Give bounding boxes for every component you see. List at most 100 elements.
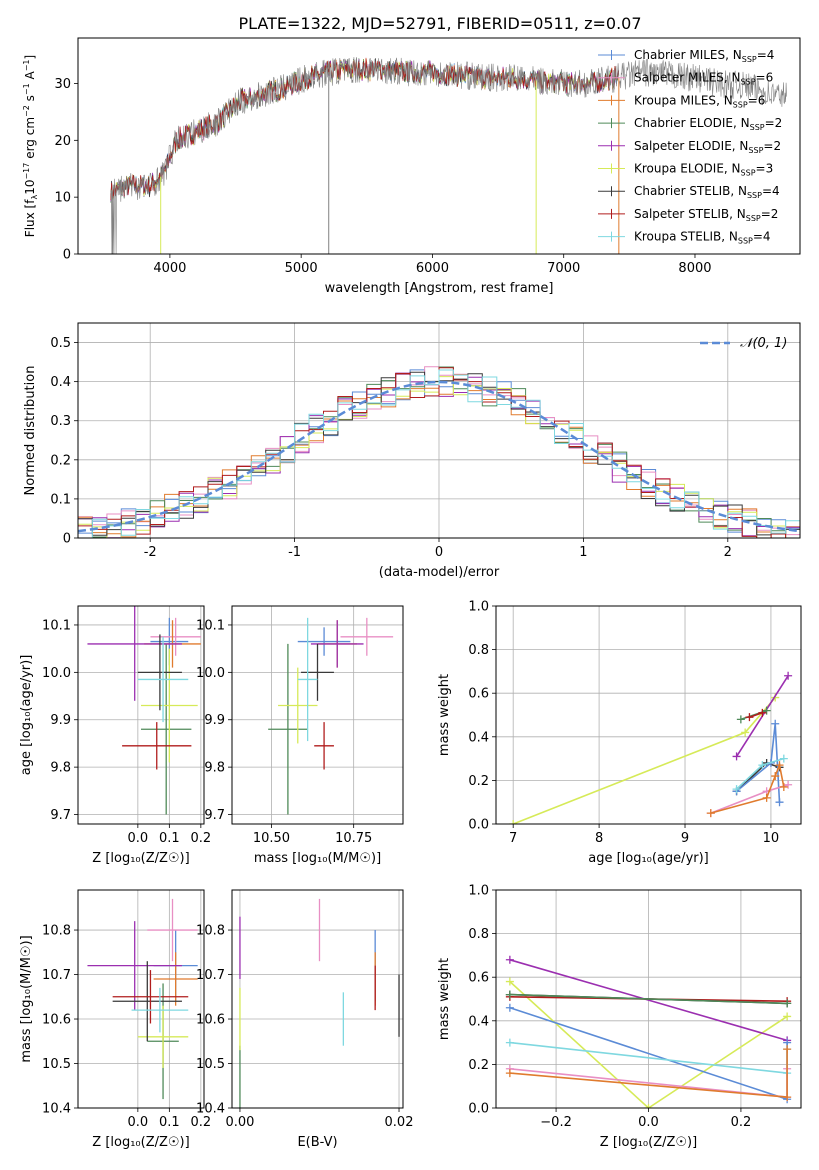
y-tick-label: 10.5	[196, 1057, 225, 1072]
series-marker-kroupa_miles	[783, 1045, 792, 1054]
series-marker-kroupa_elodie	[741, 728, 750, 737]
legend-gaussian-label: 𝒩(0, 1)	[740, 336, 787, 351]
x-tick-label: 0.0	[128, 1115, 149, 1130]
series-marker-salpeter_stelib	[758, 708, 767, 717]
data-spectrum	[110, 57, 787, 254]
series-marker-chabrier_miles	[771, 719, 780, 728]
panel-mass_vs_ebv: 0.00 0.02 10.4 10.5 10.6 10.7 10.8 E(B-V)	[196, 889, 414, 1150]
legend-label: Salpeter ELODIE, NSSP=2	[634, 139, 781, 155]
x-axis-label: Z [log₁₀(Z/Z☉)]	[600, 1135, 697, 1150]
y-tick-label: 10.7	[42, 968, 71, 983]
x-tick-label: 5000	[285, 261, 318, 276]
series-marker-chabrier_elodie	[736, 715, 745, 724]
series-marker-kroupa_stelib	[758, 761, 767, 770]
y-tick-label: 0.6	[468, 971, 489, 986]
x-tick-label: 9	[681, 831, 689, 846]
x-axis-label: age [log₁₀(age/yr)]	[588, 851, 709, 866]
series-marker-salpeter_elodie	[505, 955, 514, 964]
y-tick-label: 10.4	[196, 1102, 225, 1117]
y-tick-label: 0.4	[50, 375, 71, 390]
x-tick-label: 7	[509, 831, 517, 846]
y-tick-label: 0.4	[468, 730, 489, 745]
x-axis-label: wavelength [Angstrom, rest frame]	[325, 281, 554, 296]
series-marker-kroupa_miles	[779, 782, 788, 791]
panel-mass_vs_Z: 0.0 0.1 0.2 10.4 10.5 10.6 10.7 10.8 Z [log₁₀(Z/…	[19, 889, 212, 1150]
plot-area	[239, 898, 400, 1108]
y-tick-label: 9.7	[50, 808, 71, 823]
y-tick-label: 0.2	[50, 453, 71, 468]
series-line-salpeter_elodie	[509, 959, 788, 1042]
gaussian-curve	[78, 380, 800, 533]
y-tick-label: 10.7	[196, 968, 225, 983]
plot-area	[268, 617, 394, 815]
y-axis-label: mass weight	[437, 958, 452, 1040]
y-tick-label: 0.5	[50, 336, 71, 351]
series-line-salpeter_miles	[710, 784, 789, 814]
x-tick-label: −0.2	[540, 1115, 572, 1130]
plot-area	[110, 57, 787, 254]
x-tick-label: 10.75	[335, 831, 372, 846]
y-tick-label: 0.1	[50, 492, 71, 507]
axes-frame	[77, 37, 801, 255]
axes-frame	[77, 889, 205, 1109]
series-marker-kroupa_miles	[783, 1093, 792, 1102]
y-tick-label: 10.5	[42, 1057, 71, 1072]
series-marker-kroupa_elodie	[509, 820, 518, 824]
x-axis-label: E(B-V)	[297, 1135, 337, 1150]
series-marker-chabrier_elodie	[505, 990, 514, 999]
panel-weight_vs_age: 7 8 9 10 0.0 0.2 0.4 0.6 0.8 1.0 age [log₁₀(age/yr…	[437, 600, 802, 866]
x-tick-label: 1	[579, 545, 587, 560]
legend-label: Salpeter STELIB, NSSP=2	[634, 207, 778, 223]
y-tick-label: 30	[54, 77, 71, 92]
y-tick-label: 10.8	[196, 924, 225, 939]
x-axis-label: (data-model)/error	[379, 565, 500, 580]
x-tick-label: 0.0	[638, 1115, 659, 1130]
y-tick-label: 10.0	[42, 666, 71, 681]
series-marker-kroupa_miles	[771, 772, 780, 781]
y-tick-label: 0	[63, 532, 71, 547]
panel-residuals: -2 -1 0 1 2 0 0.1 0.2 0.3 0.4 0.5 (data-model)/erro…	[23, 322, 801, 580]
x-tick-label: 4000	[153, 261, 186, 276]
panel-age_vs_mass: 10.50 10.75 9.7 9.8 9.9 10.0 10.1 mass [log₁₀(M…	[196, 605, 404, 866]
series-marker-kroupa_elodie	[505, 977, 514, 986]
x-tick-label: 7000	[547, 261, 580, 276]
x-tick-label: -1	[288, 545, 301, 560]
x-tick-label: 0.2	[191, 1115, 212, 1130]
x-tick-label: 0.02	[385, 1115, 414, 1130]
series-marker-kroupa_elodie	[783, 1012, 792, 1021]
plot-area	[505, 955, 792, 1108]
y-tick-label: 10.8	[42, 924, 71, 939]
x-tick-label: 8	[595, 831, 603, 846]
y-axis-label: age [log₁₀(age/yr)]	[19, 655, 34, 776]
series-marker-kroupa_miles	[762, 793, 771, 802]
panel-weight_vs_Z: −0.2 0.0 0.2 0.0 0.2 0.4 0.6 0.8 1.0 Z [log₁₀(Z/Z…	[437, 884, 802, 1150]
y-tick-label: 20	[54, 134, 71, 149]
y-axis-label: Normed distribution	[23, 366, 38, 496]
series-marker-kroupa_stelib	[732, 785, 741, 794]
series-line-chabrier_elodie	[509, 993, 788, 1005]
x-tick-label: -2	[144, 545, 157, 560]
plot-area	[509, 671, 793, 824]
y-tick-label: 9.7	[204, 808, 225, 823]
series-marker-kroupa_elodie	[644, 1104, 653, 1108]
y-tick-label: 0.2	[468, 774, 489, 789]
histogram-kroupa_stelib	[78, 369, 800, 538]
series-line-salpeter_stelib	[749, 712, 763, 718]
y-tick-label: 0.2	[468, 1058, 489, 1073]
y-tick-label: 0.8	[468, 927, 489, 942]
axes-frame	[77, 605, 205, 825]
y-tick-label: 10.1	[196, 618, 225, 633]
y-tick-label: 0.4	[468, 1014, 489, 1029]
x-tick-label: 0.2	[191, 831, 212, 846]
plot-area	[87, 606, 201, 815]
x-tick-label: 8000	[678, 261, 711, 276]
y-tick-label: 10.4	[42, 1102, 71, 1117]
y-tick-label: 1.0	[468, 600, 489, 615]
series-marker-chabrier_miles	[775, 798, 784, 807]
legend: Chabrier MILES, NSSP=4 Salpeter MILES, NS…	[598, 48, 782, 246]
series-marker-chabrier_elodie	[783, 999, 792, 1008]
series-marker-kroupa_miles	[505, 1069, 514, 1078]
y-tick-label: 9.9	[50, 713, 71, 728]
y-tick-label: 0.0	[468, 1102, 489, 1117]
